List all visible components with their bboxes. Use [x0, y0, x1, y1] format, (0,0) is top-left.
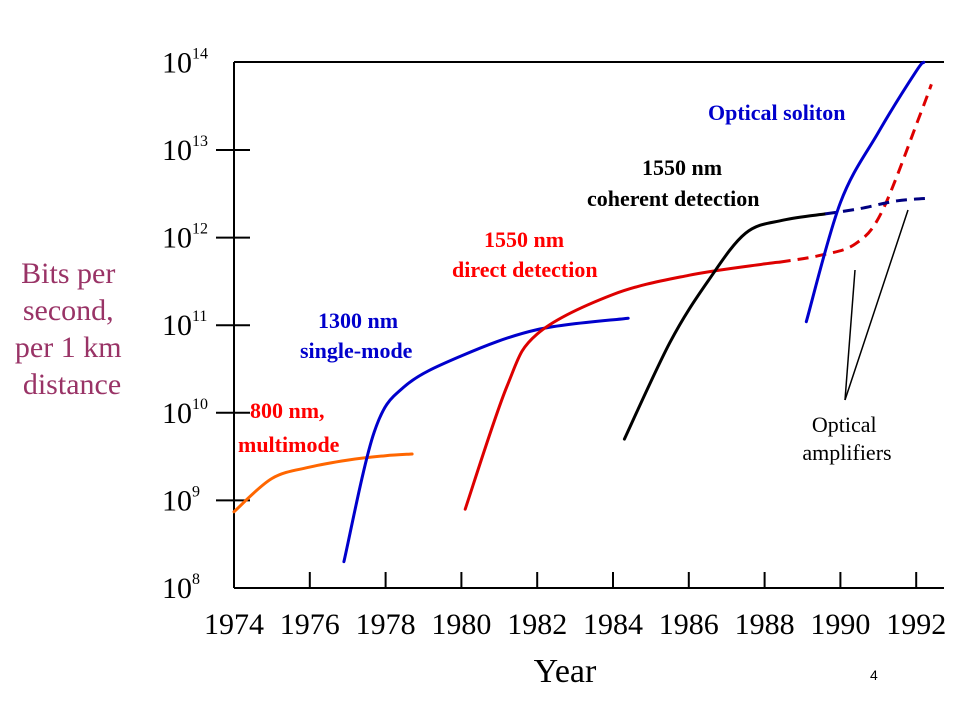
x-tick-label-1980: 1980 — [431, 608, 491, 641]
series-line-3 — [779, 83, 933, 264]
label-1550nm-direct-line-2: direct detection — [452, 257, 598, 282]
label-1550nm-direct-line-1: 1550 nm — [484, 227, 564, 252]
series-layer — [232, 60, 933, 564]
y-ticks: 108 109 1010 1011 1012 1013 1014 — [162, 45, 250, 605]
x-tick-label-1992: 1992 — [886, 608, 946, 641]
label-1550nm-direct: 1550 nm direct detection — [452, 227, 598, 282]
label-optical-amplifiers: Optical amplifiers — [802, 412, 891, 465]
series-line-1 — [342, 316, 630, 564]
x-tick-label-1982: 1982 — [507, 608, 567, 641]
y-tick-label-13: 1013 — [162, 133, 208, 167]
y-tick-label-11: 1011 — [162, 308, 207, 342]
series-line-5 — [824, 196, 932, 216]
label-1550nm-coherent: 1550 nm coherent detection — [587, 155, 760, 211]
label-1550nm-coherent-line-1: 1550 nm — [642, 155, 722, 180]
x-tick-label-1986: 1986 — [659, 608, 719, 641]
x-tick-label-1990: 1990 — [810, 608, 870, 641]
label-1550nm-coherent-line-2: coherent detection — [587, 186, 760, 211]
y-tick-label-8: 108 — [162, 571, 200, 605]
label-1300nm-line-2: single-mode — [300, 338, 413, 363]
x-tick-label-1976: 1976 — [280, 608, 340, 641]
series-line-2 — [463, 260, 782, 511]
label-800nm-line-1: 800 nm, — [250, 398, 325, 423]
y-axis-title-line-4: distance — [23, 368, 121, 401]
x-tick-label-1974: 1974 — [204, 608, 264, 641]
label-optical-amplifiers-line-2: amplifiers — [802, 440, 891, 465]
series-line-4 — [622, 212, 827, 441]
amplifier-pointer-1 — [844, 269, 856, 401]
y-axis-title: Bits per second, per 1 km distance — [15, 257, 129, 401]
label-800nm: 800 nm, multimode — [238, 398, 340, 457]
y-tick-label-14: 1014 — [162, 45, 208, 79]
x-ticks: 1974 1976 1978 1980 1982 1984 1986 1988 1990 1992 — [204, 572, 946, 641]
x-tick-label-1984: 1984 — [583, 608, 643, 641]
label-optical-soliton: Optical soliton — [708, 100, 846, 125]
y-tick-label-10: 1010 — [162, 396, 208, 430]
series-line-0 — [232, 452, 414, 514]
x-tick-label-1978: 1978 — [356, 608, 416, 641]
label-1300nm: 1300 nm single-mode — [300, 308, 413, 363]
series-line-6 — [804, 60, 926, 324]
label-optical-amplifiers-line-1: Optical — [812, 412, 877, 437]
y-axis-title-line-2: second, — [23, 294, 114, 327]
x-axis-title: Year — [534, 653, 597, 690]
y-axis-title-line-3: per 1 km — [15, 331, 122, 364]
label-800nm-line-2: multimode — [238, 432, 340, 457]
page-number: 4 — [870, 667, 878, 683]
y-tick-label-9: 109 — [162, 483, 200, 517]
x-tick-label-1988: 1988 — [735, 608, 795, 641]
label-1300nm-line-1: 1300 nm — [318, 308, 398, 333]
amplifier-pointer-2 — [844, 209, 909, 401]
y-tick-label-12: 1012 — [162, 221, 208, 255]
y-axis-title-line-1: Bits per — [21, 257, 115, 290]
